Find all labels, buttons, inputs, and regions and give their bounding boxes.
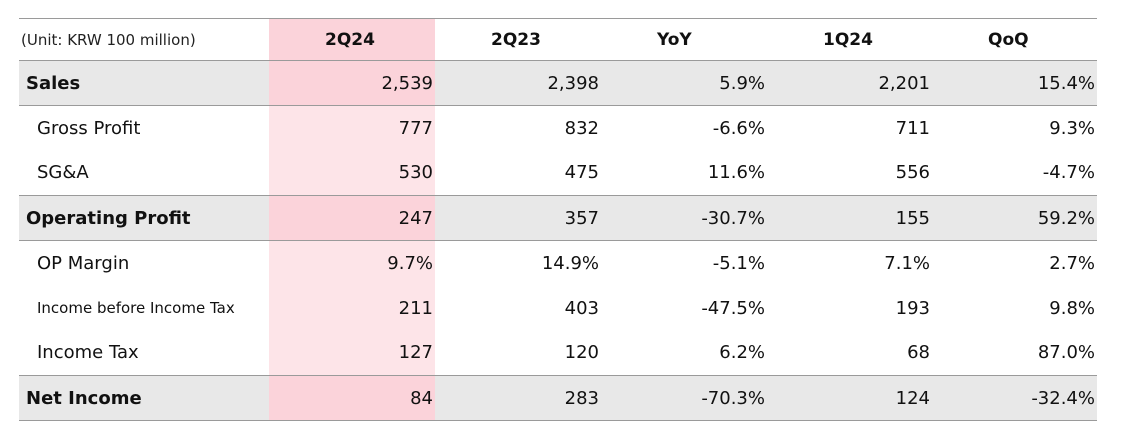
cell-yoy: 5.9% xyxy=(601,60,767,106)
cell-1q24: 193 xyxy=(895,297,930,319)
cell-2q23: 403 xyxy=(564,297,599,319)
financial-summary-table: (Unit: KRW 100 million) 2Q24 2Q23 YoY 1Q… xyxy=(19,18,1097,421)
row-label: Income Tax xyxy=(37,342,139,364)
cell-1q24: 124 xyxy=(767,375,932,421)
table-row-gross-profit: Gross Profit 777 832 -6.6% 711 9.3% xyxy=(19,105,1097,151)
unit-label: (Unit: KRW 100 million) xyxy=(19,18,269,61)
cell-yoy: -47.5% xyxy=(701,297,765,319)
cell-2q23: 475 xyxy=(564,162,599,184)
cell-qoq: 59.2% xyxy=(932,195,1097,241)
row-label: Net Income xyxy=(19,375,269,421)
table-row-income-before-tax: Income before Income Tax 211 403 -47.5% … xyxy=(19,285,1097,331)
cell-qoq: 9.3% xyxy=(1049,117,1095,139)
row-label: Income before Income Tax xyxy=(37,299,235,317)
cell-1q24: 2,201 xyxy=(767,60,932,106)
column-header-1q24: 1Q24 xyxy=(767,18,932,61)
row-label: Sales xyxy=(19,60,269,106)
cell-qoq: -4.7% xyxy=(1042,162,1095,184)
cell-2q24: 127 xyxy=(269,330,435,376)
table-row-income-tax: Income Tax 127 120 6.2% 68 87.0% xyxy=(19,330,1097,376)
cell-yoy: 11.6% xyxy=(707,162,765,184)
cell-2q23: 2,398 xyxy=(435,60,601,106)
cell-2q24: 247 xyxy=(269,195,435,241)
cell-2q24: 9.7% xyxy=(269,240,435,286)
row-label: Gross Profit xyxy=(37,117,141,139)
cell-2q23: 14.9% xyxy=(541,252,599,274)
cell-2q23: 120 xyxy=(564,342,599,364)
column-header-2q23: 2Q23 xyxy=(435,18,601,61)
cell-2q24: 84 xyxy=(269,375,435,421)
row-label: SG&A xyxy=(37,162,89,184)
cell-2q24: 530 xyxy=(269,150,435,196)
table-row-sga: SG&A 530 475 11.6% 556 -4.7% xyxy=(19,150,1097,196)
cell-2q23: 357 xyxy=(435,195,601,241)
cell-1q24: 68 xyxy=(907,342,930,364)
cell-yoy: -30.7% xyxy=(601,195,767,241)
cell-yoy: 6.2% xyxy=(719,342,765,364)
row-label: Operating Profit xyxy=(19,195,269,241)
cell-2q24: 777 xyxy=(269,105,435,151)
cell-2q23: 832 xyxy=(564,117,599,139)
cell-2q24: 211 xyxy=(269,285,435,331)
cell-1q24: 155 xyxy=(767,195,932,241)
cell-2q24: 2,539 xyxy=(269,60,435,106)
cell-yoy: -70.3% xyxy=(601,375,767,421)
table-header-row: (Unit: KRW 100 million) 2Q24 2Q23 YoY 1Q… xyxy=(19,18,1097,61)
cell-1q24: 556 xyxy=(895,162,930,184)
cell-1q24: 7.1% xyxy=(884,252,930,274)
cell-qoq: 9.8% xyxy=(1049,297,1095,319)
table-row-op-margin: OP Margin 9.7% 14.9% -5.1% 7.1% 2.7% xyxy=(19,240,1097,286)
table-row-operating-profit: Operating Profit 247 357 -30.7% 155 59.2… xyxy=(19,195,1097,241)
cell-yoy: -6.6% xyxy=(712,117,765,139)
cell-qoq: -32.4% xyxy=(932,375,1097,421)
cell-1q24: 711 xyxy=(895,117,930,139)
cell-qoq: 87.0% xyxy=(1037,342,1095,364)
table-row-sales: Sales 2,539 2,398 5.9% 2,201 15.4% xyxy=(19,60,1097,106)
cell-2q23: 283 xyxy=(435,375,601,421)
cell-qoq: 15.4% xyxy=(932,60,1097,106)
table-row-net-income: Net Income 84 283 -70.3% 124 -32.4% xyxy=(19,375,1097,421)
column-header-yoy: YoY xyxy=(601,18,767,61)
cell-yoy: -5.1% xyxy=(712,252,765,274)
row-label: OP Margin xyxy=(37,252,130,274)
column-header-qoq: QoQ xyxy=(932,18,1097,61)
cell-qoq: 2.7% xyxy=(1049,252,1095,274)
column-header-2q24: 2Q24 xyxy=(269,18,435,61)
